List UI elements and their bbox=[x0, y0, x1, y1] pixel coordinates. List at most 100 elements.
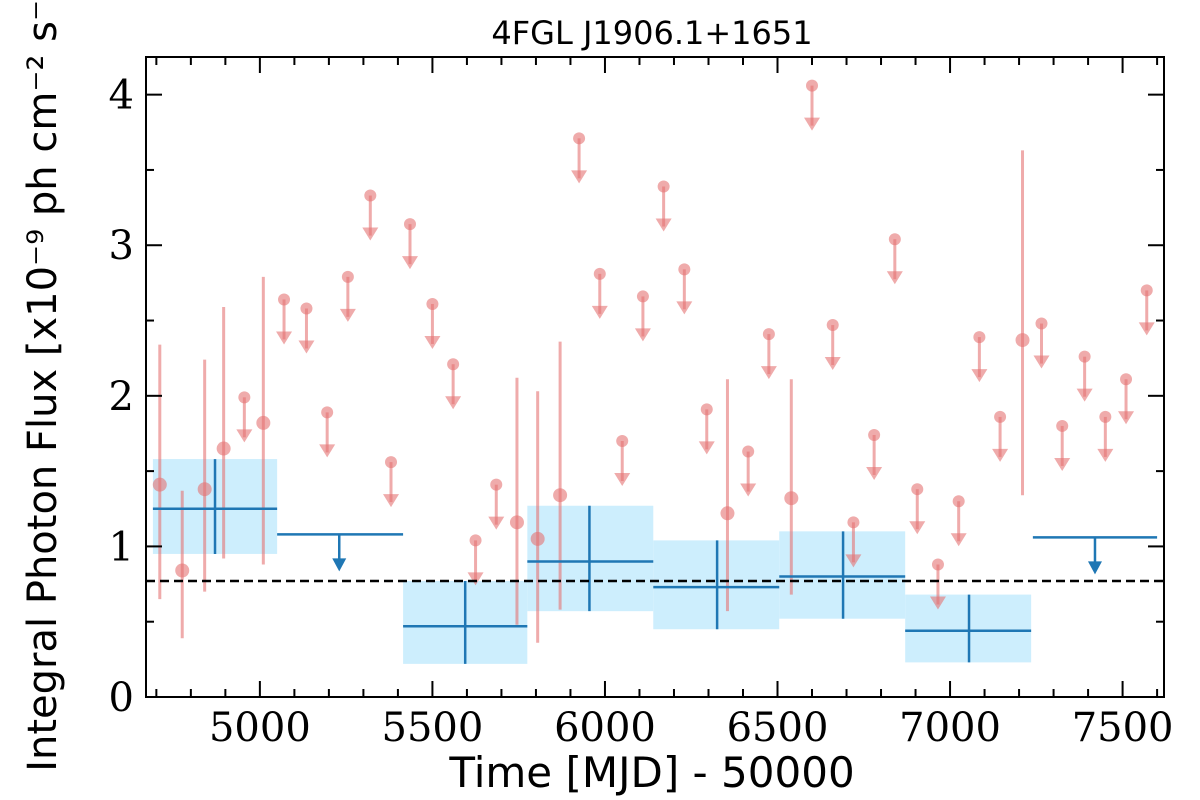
fine-bin-upper-limit-arrow bbox=[655, 218, 672, 232]
fine-bin-upper-limit-arrow bbox=[236, 429, 253, 443]
fine-bin-upper-limit-point bbox=[806, 79, 819, 92]
fine-bin-upper-limit-arrow bbox=[362, 227, 379, 241]
fine-bin-upper-limit-point bbox=[321, 406, 334, 419]
fine-bin-upper-limit-point bbox=[1078, 350, 1091, 363]
fine-bin-upper-limit-arrow bbox=[886, 271, 903, 285]
fine-bin-upper-limit-arrow bbox=[676, 301, 693, 315]
fine-bin-upper-limit-point bbox=[616, 435, 629, 447]
fine-bin-upper-limit-arrow bbox=[401, 256, 418, 270]
fine-bin-upper-limit-point bbox=[1056, 419, 1069, 432]
wide-bin-series bbox=[152, 459, 1158, 664]
x-tick-label: 5000 bbox=[209, 705, 311, 751]
fine-bin-upper-limit-arrow bbox=[1076, 388, 1093, 402]
x-tick-label: 7500 bbox=[1072, 705, 1174, 751]
fine-bin-upper-limit-point bbox=[952, 495, 965, 508]
fine-bin-upper-limit-arrow bbox=[804, 117, 821, 131]
wide-bin-upper-limit-arrow bbox=[332, 558, 347, 572]
fine-bin-point bbox=[197, 482, 212, 497]
fine-bin-upper-limit-arrow bbox=[298, 340, 315, 354]
fine-bin-upper-limit-arrow bbox=[488, 516, 505, 530]
fine-bin-upper-limit-arrow bbox=[1054, 457, 1071, 471]
fine-bin-upper-limit-point bbox=[385, 456, 398, 469]
wide-bin-upper-limit-arrow bbox=[1087, 561, 1102, 575]
fine-bin-point bbox=[784, 491, 799, 506]
fine-bin-upper-limit-arrow bbox=[992, 448, 1009, 462]
y-tick-label: 4 bbox=[109, 73, 134, 119]
y-tick-label: 3 bbox=[109, 223, 134, 269]
x-tick-label: 7000 bbox=[899, 705, 1001, 751]
fine-bin-upper-limit-point bbox=[636, 290, 649, 303]
fine-bin-point bbox=[175, 563, 190, 578]
fine-bin-upper-limit-arrow bbox=[383, 494, 400, 508]
fine-bin-upper-limit-arrow bbox=[971, 369, 988, 383]
fine-bin-point bbox=[152, 477, 167, 492]
fine-bin-upper-limit-arrow bbox=[740, 483, 757, 497]
fine-bin-upper-limit-point bbox=[1035, 317, 1048, 330]
fine-bin-upper-limit-arrow bbox=[1097, 448, 1114, 462]
fine-bin-upper-limit-point bbox=[364, 189, 377, 202]
fine-bin-upper-limit-point bbox=[403, 218, 416, 231]
x-axis-label: Time [MJD] - 50000 bbox=[448, 748, 854, 797]
fine-bin-upper-limit-arrow bbox=[1118, 411, 1135, 425]
fine-bin-upper-limit-point bbox=[742, 445, 755, 458]
fine-bin-upper-limit-arrow bbox=[339, 308, 356, 322]
fine-bin-point bbox=[509, 515, 524, 530]
fine-bin-upper-limit-arrow bbox=[571, 170, 588, 184]
y-tick-label: 0 bbox=[109, 675, 134, 721]
fine-bin-upper-limit-arrow bbox=[319, 444, 336, 458]
fine-bin-upper-limit-point bbox=[911, 483, 924, 496]
fine-bin-upper-limit-point bbox=[678, 263, 691, 276]
fine-bin-upper-limit-point bbox=[700, 403, 713, 416]
fine-bin-upper-limit-point bbox=[426, 297, 439, 310]
fine-bin-upper-limit-arrow bbox=[1138, 322, 1155, 336]
fine-bin-upper-limit-arrow bbox=[698, 441, 715, 455]
fine-bin-upper-limit-point bbox=[657, 180, 670, 193]
plot-frame bbox=[145, 56, 1165, 698]
fine-bin-upper-limit-arrow bbox=[950, 533, 967, 547]
fine-bin-upper-limit-point bbox=[490, 478, 503, 491]
fine-bin-upper-limit-point bbox=[847, 516, 860, 529]
x-tick-label: 6000 bbox=[554, 705, 656, 751]
fine-bin-upper-limit-point bbox=[278, 293, 291, 306]
fine-bin-upper-limit-point bbox=[469, 534, 482, 547]
fine-bin-upper-limit-point bbox=[868, 428, 881, 441]
fine-bin-upper-limit-point bbox=[238, 391, 251, 404]
fine-bin-point bbox=[256, 415, 271, 430]
x-tick-label: 5500 bbox=[382, 705, 484, 751]
fine-bin-upper-limit-point bbox=[762, 328, 775, 341]
fine-bin-point bbox=[530, 531, 545, 546]
fine-bin-upper-limit-arrow bbox=[445, 396, 462, 410]
fine-bin-upper-limit-arrow bbox=[929, 596, 946, 610]
fine-bin-upper-limit-arrow bbox=[845, 554, 862, 568]
fine-bin-upper-limit-point bbox=[573, 132, 586, 145]
fine-bin-upper-limit-point bbox=[931, 558, 944, 571]
fine-bin-upper-limit-arrow bbox=[909, 521, 926, 535]
chart-title: 4FGL J1906.1+1651 bbox=[491, 14, 812, 52]
y-tick-label: 2 bbox=[109, 374, 134, 420]
fine-bin-upper-limit-arrow bbox=[424, 335, 441, 349]
fine-bin-point bbox=[1015, 333, 1030, 348]
fine-bin-upper-limit-arrow bbox=[760, 366, 777, 380]
fine-bin-point bbox=[216, 441, 231, 456]
fine-bin-upper-limit-point bbox=[1120, 373, 1133, 386]
fine-bin-upper-limit-point bbox=[1140, 284, 1153, 297]
fine-bin-upper-limit-point bbox=[888, 233, 901, 246]
fine-bin-upper-limit-point bbox=[593, 267, 606, 280]
fine-bin-upper-limit-arrow bbox=[866, 466, 883, 480]
fine-bin-upper-limit-arrow bbox=[276, 331, 293, 345]
fine-bin-upper-limit-point bbox=[1099, 410, 1112, 423]
fine-bin-upper-limit-arrow bbox=[467, 572, 484, 586]
y-axis-label: Integral Photon Flux [x10⁻⁹ ph cm⁻² s⁻¹] bbox=[20, 0, 66, 772]
fine-bin-upper-limit-arrow bbox=[634, 328, 651, 342]
fine-bin-point bbox=[720, 506, 735, 521]
fine-bin-upper-limit-arrow bbox=[824, 357, 841, 371]
fine-bin-point bbox=[553, 488, 568, 503]
fine-bin-upper-limit-arrow bbox=[1033, 355, 1050, 369]
axes: 5000 5500 6000 6500 7000 7500 0 1 2 3 4 bbox=[109, 56, 1174, 751]
fine-bin-series bbox=[152, 79, 1155, 643]
fine-bin-upper-limit-point bbox=[994, 410, 1007, 423]
x-tick-label: 6500 bbox=[727, 705, 829, 751]
fine-bin-upper-limit-point bbox=[447, 358, 460, 371]
fine-bin-upper-limit-point bbox=[341, 270, 354, 283]
